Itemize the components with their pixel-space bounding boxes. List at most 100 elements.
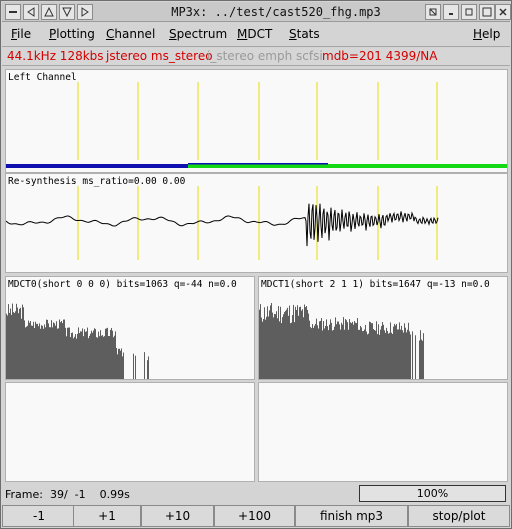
mdct1-bin-25 [284,312,285,379]
mdct0-bin-93 [99,336,100,379]
mdct0-bin-6 [12,303,13,379]
mdct0-label: MDCT0(short 0 0 0) bits=1063 q=-44 n=0.0 [8,279,237,290]
mdct1-bin-15 [274,314,275,379]
mdct0-bin-79 [85,331,86,379]
mdct0-bin-18 [24,320,25,379]
menu-plotting[interactable]: Plotting [49,27,95,41]
close-button[interactable] [495,4,511,20]
mdct1-bin-128 [387,331,388,379]
mdct1-bin-13 [272,312,273,379]
mdct1-bin-122 [381,326,382,379]
mdct0-bin-101 [107,327,108,379]
mdct0-bin-60 [66,336,67,379]
arrow-up-icon [44,7,54,17]
mdct1-bin-104 [363,331,364,379]
arrow-right-icon [81,7,89,17]
restore-button[interactable] [461,4,477,20]
mdct0-bin-11 [17,307,18,379]
shade-down-button[interactable] [59,4,75,20]
mdct1-panel: MDCT1(short 2 1 1) bits=1647 q=-13 n=0.0 [258,276,508,380]
step-back-1-button[interactable]: -1 [2,505,76,527]
mdct1-bin-153 [412,331,413,379]
maximize-button[interactable] [479,4,495,20]
mdct0-bin-10 [16,303,17,379]
mdct0-bin-94 [100,330,101,379]
menu-stats[interactable]: Stats [289,27,320,41]
menu-help[interactable]: Help [473,27,501,41]
mdct0-bin-65 [71,333,72,379]
resynthesis-panel: Re-synthesis ms_ratio=0.00 0.00 [5,173,508,273]
mdct1-bin-42 [301,310,302,379]
window-menu-button[interactable] [5,4,21,20]
mdct1-bin-162 [421,339,422,379]
shade-up-button[interactable] [41,4,57,20]
freq-bitrate-text: 44.1kHz 128kbs [7,49,104,63]
stop-plot-button[interactable]: stop/plot [408,505,510,527]
mdct1-bin-19 [278,306,279,379]
finish-mp3-button[interactable]: finish mp3 [295,505,408,527]
mdct0-bin-83 [89,335,90,379]
mdct1-bin-78 [337,321,338,379]
mdct1-bin-30 [289,305,290,379]
mdct1-bin-101 [360,325,361,379]
mdct1-label: MDCT1(short 2 1 1) bits=1647 q=-13 n=0.0 [261,279,490,290]
mdct1-bin-73 [332,330,333,379]
window-title: MP3x: ../test/cast520_fhg.mp3 [171,5,381,19]
step-forward-1-button[interactable]: +1 [73,505,141,527]
mdct1-bin-53 [312,324,313,379]
minimize-button[interactable] [443,4,459,20]
mdct1-bin-151 [410,334,411,379]
mdct1-bin-112 [371,323,372,379]
mdct1-bin-126 [385,332,386,379]
maximize-icon [482,7,492,17]
mdct1-bin-8 [267,306,268,379]
mdct1-bin-23 [282,317,283,379]
lower-left-panel [5,382,255,482]
mdct1-bin-97 [356,323,357,379]
mdct0-bin-76 [82,328,83,379]
mdct1-bin-163 [422,340,423,379]
mdct0-bin-87 [93,330,94,379]
mdct1-bin-150 [409,331,410,379]
progress-indicator: 100% [359,485,506,502]
mdct1-bin-103 [362,331,363,379]
mdct1-bin-121 [380,329,381,379]
mdct0-bin-28 [34,328,35,379]
mdct0-bin-66 [72,332,73,379]
mdct0-bin-53 [59,319,60,379]
mdct1-bin-106 [365,324,366,379]
mdct1-bin-21 [280,306,281,379]
mdct1-bin-139 [398,329,399,379]
mdct1-bin-76 [335,317,336,379]
shade-right-button[interactable] [77,4,93,20]
step-forward-100-button[interactable]: +100 [214,505,295,527]
mdct1-bin-26 [285,310,286,379]
mdct0-bin-31 [37,323,38,379]
iconify-button[interactable] [425,4,441,20]
menu-spectrum[interactable]: Spectrum [169,27,228,41]
mdct1-bin-123 [382,322,383,379]
mdb-text: mdb=201 4399/NA [322,49,438,63]
mdct1-bin-131 [390,322,391,379]
mdct0-bin-47 [53,322,54,379]
menu-mdct[interactable]: MDCT [237,27,273,41]
mdct1-bin-39 [298,315,299,379]
mdct1-bin-70 [329,324,330,379]
menu-bar: File Plotting Channel Spectrum MDCT Stat… [2,23,510,47]
mdct1-bin-33 [292,315,293,379]
progress-text: 100% [416,487,449,500]
step-forward-10-button[interactable]: +10 [141,505,214,527]
menu-file[interactable]: File [11,27,32,41]
mdct1-bin-114 [373,329,374,379]
mdct0-bin-3 [9,312,10,379]
lower-right-panel [258,382,508,482]
mdct1-bin-91 [350,322,351,379]
mdct0-bin-51 [57,328,58,379]
menu-channel[interactable]: Channel [106,27,156,41]
shade-left-button[interactable] [23,4,39,20]
mdct1-bin-132 [391,332,392,379]
mdct1-bin-96 [355,322,356,379]
mdct0-bin-0 [6,313,7,379]
mdct0-bin-111 [117,354,118,379]
mdct0-bin-102 [108,336,109,379]
